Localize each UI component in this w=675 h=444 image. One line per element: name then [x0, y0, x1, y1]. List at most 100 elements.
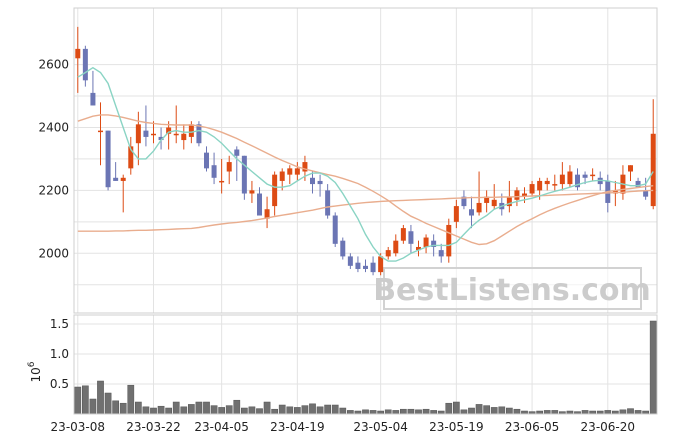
- candle-body: [105, 130, 111, 188]
- x-tick-label: 23-06-20: [581, 420, 635, 434]
- volume-panel-grid: [74, 315, 657, 414]
- volume-y-tick-label: 1.5: [50, 317, 69, 331]
- volume-bar: [384, 409, 392, 415]
- candle: [82, 45, 88, 87]
- volume-bar: [331, 404, 339, 415]
- candle: [476, 171, 482, 216]
- candle-body: [650, 133, 656, 207]
- volume-bar: [89, 398, 97, 415]
- candle-body: [340, 240, 346, 257]
- candle: [249, 180, 255, 203]
- volume-bar: [483, 405, 490, 415]
- candle: [120, 174, 126, 213]
- candle-body: [310, 177, 315, 185]
- price-panel-frame: [73, 7, 658, 314]
- candle-body: [257, 193, 262, 216]
- volume-bar: [513, 408, 521, 415]
- x-tick-label: 23-05-04: [353, 420, 407, 434]
- volume-bar: [294, 407, 301, 415]
- moving-average-lines: [77, 66, 654, 262]
- candle-body: [272, 174, 278, 207]
- candle: [385, 246, 391, 260]
- volume-bar: [362, 409, 369, 415]
- candle-body: [143, 130, 149, 137]
- candle-body: [188, 124, 194, 137]
- watermark-text: BestListens.com: [373, 273, 651, 308]
- volume-bar: [475, 404, 483, 415]
- candle-body: [370, 262, 376, 273]
- candle-body: [385, 250, 391, 257]
- candle-body: [559, 174, 565, 185]
- candle-body: [635, 180, 641, 188]
- volume-bar: [172, 401, 180, 415]
- volume-bar: [324, 404, 331, 415]
- volume-bar: [210, 405, 218, 415]
- volume-bar: [392, 410, 400, 415]
- candle: [219, 158, 225, 194]
- candle: [325, 184, 331, 219]
- candle: [105, 130, 111, 191]
- volume-bar: [581, 410, 589, 415]
- candle: [75, 26, 81, 93]
- volume-bar: [407, 408, 415, 415]
- volume-bar: [490, 407, 498, 415]
- volume-bar: [263, 401, 271, 415]
- candle: [416, 240, 421, 257]
- candle-body: [82, 48, 88, 81]
- price-y-axis: 2000 2200 2400 2600: [38, 58, 69, 261]
- candle: [98, 102, 103, 166]
- candle-body: [552, 184, 558, 186]
- volume-bar: [233, 399, 241, 415]
- candle-body: [476, 202, 482, 213]
- candle: [287, 165, 293, 185]
- volume-bar-series: [74, 320, 657, 415]
- candle: [400, 224, 406, 244]
- candle-body: [287, 168, 293, 175]
- candle: [559, 162, 565, 191]
- volume-bar: [203, 401, 210, 415]
- candle: [650, 99, 656, 210]
- candle-body: [98, 130, 103, 133]
- candle-body: [416, 246, 421, 251]
- volume-bar: [619, 409, 627, 415]
- candle-body: [393, 240, 399, 254]
- candle-body: [135, 124, 141, 144]
- candle-body: [347, 256, 353, 266]
- candle: [590, 168, 596, 181]
- volume-bar: [248, 406, 256, 415]
- candle-body: [113, 177, 119, 181]
- candle-body: [567, 171, 573, 185]
- candle: [264, 196, 270, 229]
- volume-bar: [627, 408, 634, 415]
- volume-bar: [301, 405, 309, 415]
- candle: [484, 190, 490, 213]
- ma-short-line: [77, 66, 654, 262]
- ma-mid-line: [77, 189, 654, 232]
- candle: [544, 177, 550, 191]
- candle-body: [438, 250, 444, 257]
- volume-bar: [195, 401, 203, 415]
- candle-body: [522, 193, 527, 197]
- volume-bar: [460, 409, 468, 415]
- candle: [310, 171, 315, 194]
- candle: [317, 174, 323, 197]
- candle: [151, 121, 156, 144]
- candle-body: [400, 228, 406, 241]
- candle: [438, 243, 444, 263]
- volume-bar: [142, 406, 150, 415]
- volume-bar: [218, 407, 225, 415]
- candle-body: [325, 190, 331, 216]
- candle-body: [628, 165, 633, 172]
- volume-bar: [165, 407, 172, 415]
- candle-body: [302, 162, 308, 172]
- candle-body: [537, 180, 543, 191]
- candle-body: [317, 180, 323, 185]
- candle-body: [423, 237, 429, 247]
- candle-body: [582, 174, 588, 178]
- candle-body: [363, 265, 368, 269]
- volume-panel-frame: [73, 314, 658, 415]
- candle: [204, 146, 209, 172]
- volume-bar: [339, 407, 347, 415]
- candle: [211, 152, 217, 185]
